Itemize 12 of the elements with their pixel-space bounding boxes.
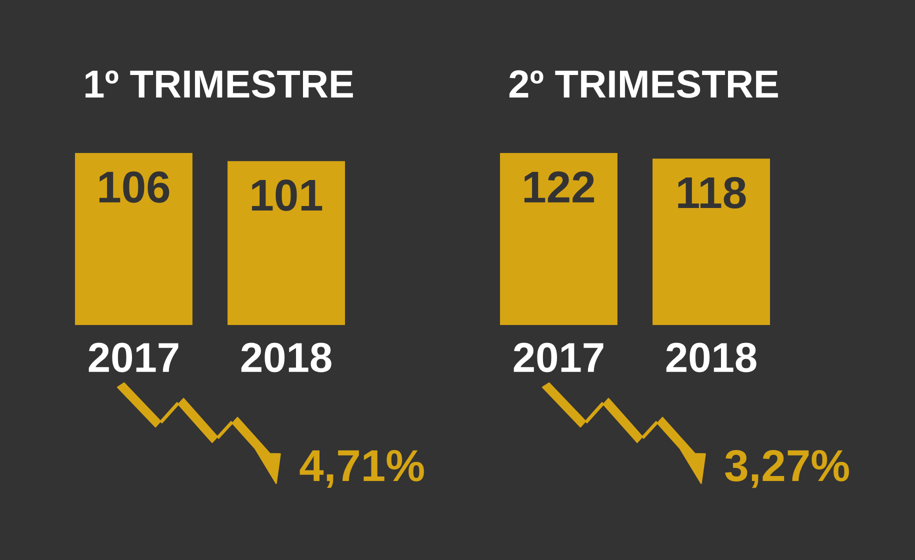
x-tick-label: 2017 <box>88 342 178 372</box>
data-label: 106 <box>99 171 170 203</box>
x-tick-label: 2018 <box>666 342 756 372</box>
data-label: 101 <box>252 179 322 211</box>
data-label: 122 <box>524 171 594 202</box>
chart-title: 2º TRIMESTRE <box>509 70 778 98</box>
text: 4,71% <box>300 450 424 488</box>
x-tick-label: 2018 <box>241 342 332 372</box>
data-label: 118 <box>678 177 746 208</box>
chart-title: 1º TRIMESTRE <box>86 70 353 98</box>
text: 3,27% <box>725 450 849 488</box>
x-tick-label: 2017 <box>514 342 604 372</box>
